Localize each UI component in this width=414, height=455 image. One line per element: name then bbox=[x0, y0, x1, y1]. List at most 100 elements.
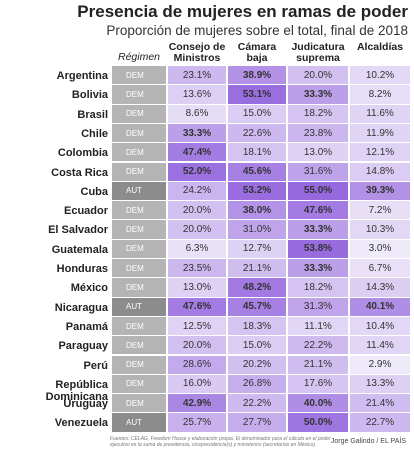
value-cell: 16.0% bbox=[168, 374, 226, 395]
regime-cell: DEM bbox=[112, 123, 166, 144]
regime-cell: DEM bbox=[112, 201, 166, 221]
value-cell: 15.0% bbox=[228, 336, 286, 356]
regime-cell: DEM bbox=[112, 220, 166, 240]
row-label: Bolivia bbox=[71, 89, 108, 102]
row-label: Honduras bbox=[56, 263, 108, 275]
value-cell: 10.4% bbox=[350, 316, 410, 337]
value-cell: 31.0% bbox=[228, 220, 286, 240]
value-cell: 22.6% bbox=[228, 123, 286, 144]
value-cell: 12.7% bbox=[228, 239, 286, 259]
row-label: Uruguay bbox=[63, 398, 108, 411]
value-cell: 11.4% bbox=[350, 336, 410, 356]
value-cell: 45.7% bbox=[228, 297, 286, 317]
regime-cell: DEM bbox=[112, 278, 166, 298]
value-cell: 33.3% bbox=[288, 85, 348, 105]
value-cell: 40.1% bbox=[350, 297, 410, 317]
regime-cell: DEM bbox=[112, 85, 166, 105]
value-cell: 33.3% bbox=[288, 220, 348, 240]
value-cell: 8.6% bbox=[168, 104, 226, 124]
row-label: Panamá bbox=[65, 320, 108, 333]
value-cell: 21.4% bbox=[350, 394, 410, 414]
column-header: Alcaldías bbox=[356, 41, 404, 53]
value-cell: 47.6% bbox=[288, 201, 348, 221]
value-cell: 47.6% bbox=[168, 297, 226, 317]
regime-cell: DEM bbox=[112, 143, 166, 163]
value-cell: 25.7% bbox=[168, 413, 226, 433]
value-cell: 17.6% bbox=[288, 374, 348, 395]
row-label: Costa Rica bbox=[51, 166, 108, 179]
regime-cell: AUT bbox=[112, 297, 166, 317]
row-label: Colombia bbox=[57, 147, 108, 160]
value-cell: 21.1% bbox=[228, 259, 286, 279]
value-cell: 42.9% bbox=[168, 394, 226, 414]
value-cell: 18.2% bbox=[288, 278, 348, 298]
column-header: Judicatura suprema bbox=[291, 41, 345, 64]
value-cell: 33.3% bbox=[168, 123, 226, 144]
value-cell: 38.0% bbox=[228, 201, 286, 221]
value-cell: 6.3% bbox=[168, 239, 226, 259]
column-header: Consejo de Ministros bbox=[168, 41, 226, 64]
value-cell: 18.2% bbox=[288, 104, 348, 124]
value-cell: 53.2% bbox=[228, 181, 286, 202]
value-cell: 55.0% bbox=[288, 181, 348, 202]
value-cell: 22.7% bbox=[350, 413, 410, 433]
value-cell: 13.0% bbox=[288, 143, 348, 163]
credit: Jorge Galindo / EL PAÍS bbox=[330, 438, 406, 445]
regime-cell: DEM bbox=[112, 239, 166, 259]
value-cell: 27.7% bbox=[228, 413, 286, 433]
row-label: Cuba bbox=[80, 185, 109, 198]
value-cell: 23.8% bbox=[288, 123, 348, 144]
value-cell: 15.0% bbox=[228, 104, 286, 124]
source: Fuentes: CELAG, Freedom House y elaborac… bbox=[110, 436, 331, 448]
subtitle: Proporción de mujeres sobre el total, fi… bbox=[106, 23, 408, 38]
value-cell: 38.9% bbox=[228, 66, 286, 86]
value-cell: 13.3% bbox=[350, 374, 410, 395]
regime-cell: DEM bbox=[112, 374, 166, 395]
row-label: Chile bbox=[81, 127, 108, 140]
value-cell: 13.6% bbox=[168, 85, 226, 105]
regime-cell: DEM bbox=[112, 104, 166, 124]
value-cell: 12.5% bbox=[168, 316, 226, 337]
regime-cell: DEM bbox=[112, 162, 166, 182]
value-cell: 28.6% bbox=[168, 355, 226, 375]
title: Presencia de mujeres en ramas de poder bbox=[77, 2, 408, 21]
value-cell: 18.3% bbox=[228, 316, 286, 337]
value-cell: 13.0% bbox=[168, 278, 226, 298]
value-cell: 39.3% bbox=[350, 181, 410, 202]
regime-cell: DEM bbox=[112, 259, 166, 279]
value-cell: 22.2% bbox=[288, 336, 348, 356]
column-header: Régimen bbox=[117, 51, 161, 63]
value-cell: 50.0% bbox=[288, 413, 348, 433]
value-cell: 20.0% bbox=[168, 201, 226, 221]
value-cell: 2.9% bbox=[350, 355, 410, 375]
value-cell: 23.5% bbox=[168, 259, 226, 279]
column-header: Cámara baja bbox=[237, 41, 277, 64]
row-label: Brasil bbox=[77, 108, 108, 121]
value-cell: 11.1% bbox=[288, 316, 348, 337]
value-cell: 52.0% bbox=[168, 162, 226, 182]
value-cell: 12.1% bbox=[350, 143, 410, 163]
value-cell: 14.8% bbox=[350, 162, 410, 182]
value-cell: 10.3% bbox=[350, 220, 410, 240]
value-cell: 11.9% bbox=[350, 123, 410, 144]
regime-cell: DEM bbox=[112, 355, 166, 375]
row-label: Guatemala bbox=[51, 243, 108, 256]
value-cell: 45.6% bbox=[228, 162, 286, 182]
row-label: Venezuela bbox=[54, 417, 108, 430]
value-cell: 53.1% bbox=[228, 85, 286, 105]
regime-cell: AUT bbox=[112, 181, 166, 202]
regime-cell: DEM bbox=[112, 394, 166, 414]
value-cell: 20.2% bbox=[228, 355, 286, 375]
row-label: Nicaragua bbox=[54, 301, 108, 314]
value-cell: 23.1% bbox=[168, 66, 226, 86]
value-cell: 3.0% bbox=[350, 239, 410, 259]
row-label: Ecuador bbox=[63, 205, 108, 218]
value-cell: 11.6% bbox=[350, 104, 410, 124]
value-cell: 26.8% bbox=[228, 374, 286, 395]
value-cell: 20.0% bbox=[288, 66, 348, 86]
regime-cell: AUT bbox=[112, 413, 166, 433]
row-label: República Dominicana bbox=[45, 378, 108, 403]
regime-cell: DEM bbox=[112, 336, 166, 356]
value-cell: 21.1% bbox=[288, 355, 348, 375]
row-label: Argentina bbox=[56, 70, 108, 82]
